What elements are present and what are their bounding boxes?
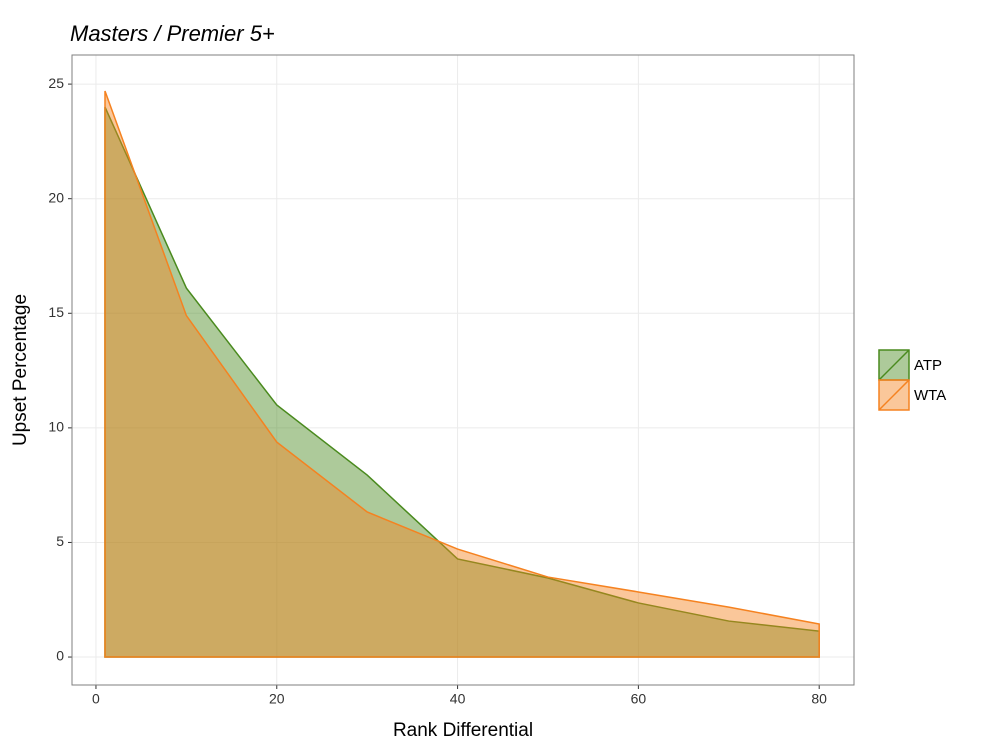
- y-tick-label: 20: [48, 189, 64, 205]
- x-tick-label: 0: [92, 691, 100, 707]
- area: [104, 90, 820, 658]
- chart-title: Masters / Premier 5+: [70, 21, 275, 46]
- panel-border: [71, 54, 855, 686]
- x-tick-label: 80: [811, 691, 827, 707]
- legend-label: WTA: [914, 387, 946, 404]
- y-tick-label: 15: [48, 304, 64, 320]
- y-tick-label: 5: [56, 533, 64, 549]
- x-tick-label: 60: [631, 691, 647, 707]
- x-tick-label: 20: [269, 691, 285, 707]
- y-tick-label: 25: [48, 75, 64, 91]
- legend-key-line: [878, 379, 910, 411]
- legend-label: ATP: [914, 357, 942, 374]
- legend-key-line: [878, 349, 910, 381]
- y-axis-label: Upset Percentage: [10, 294, 31, 446]
- y-tick-label: 0: [56, 648, 64, 664]
- plot-background: [72, 55, 854, 685]
- x-axis-label: Rank Differential: [393, 720, 533, 741]
- y-tick-label: 10: [48, 419, 64, 435]
- x-tick-label: 40: [450, 691, 466, 707]
